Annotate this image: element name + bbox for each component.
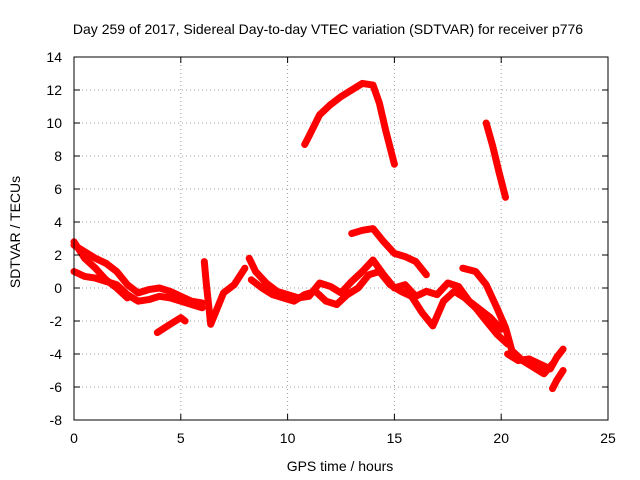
x-axis: 0 5 10 15 20 25 [70,57,616,446]
series-s2 [70,268,206,312]
y-tick-label: 2 [54,247,62,263]
series-s6 [245,254,505,333]
y-tick-label: 6 [54,181,62,197]
plot-frame [73,56,609,421]
series-s10 [504,345,567,373]
grid [74,57,608,420]
x-tick-label: 5 [177,430,185,446]
y-tick-label: -6 [50,379,63,395]
series-s1 [70,241,206,307]
x-tick-label: 15 [387,430,403,446]
chart-title: Day 259 of 2017, Sidereal Day-to-day VTE… [73,21,583,37]
y-tick-label: 4 [54,214,62,230]
series-s8 [348,225,430,279]
series-s9 [459,264,556,378]
x-axis-label: GPS time / hours [287,458,394,474]
y-tick-label: 14 [46,49,62,65]
data-series [70,79,567,393]
y-tick-label: -4 [50,346,63,362]
series-s13 [482,119,509,201]
series-s12 [301,79,398,168]
y-axis-label: SDTVAR / TECUs [7,176,23,288]
x-tick-label: 0 [70,430,78,446]
y-tick-label: 12 [46,82,62,98]
series-s4 [153,314,189,337]
y-tick-label: -2 [50,313,63,329]
series-s7 [247,268,512,348]
x-tick-label: 25 [600,430,616,446]
y-tick-label: 10 [46,115,62,131]
x-tick-label: 10 [280,430,296,446]
y-tick-label: 8 [54,148,62,164]
y-axis: -8 -6 -4 -2 0 2 4 6 8 10 12 14 [46,49,608,428]
series-s3 [70,238,131,302]
x-tick-label: 20 [493,430,509,446]
y-tick-label: 0 [54,280,62,296]
series-s11 [549,367,567,393]
y-tick-label: -8 [50,412,63,428]
series-s5 [200,258,249,328]
